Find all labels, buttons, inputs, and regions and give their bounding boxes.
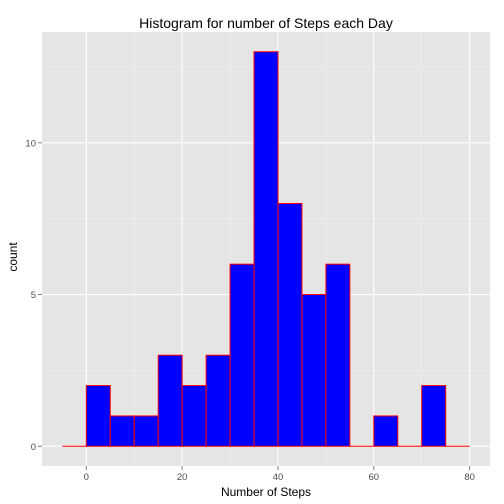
histogram-bar [302,295,326,447]
histogram-bar [158,355,182,446]
histogram-bar [110,416,134,446]
y-tick-label: 10 [25,138,36,149]
histogram-bar [134,416,158,446]
x-tick-label: 80 [464,472,475,483]
x-axis-title: Number of Steps [221,485,311,499]
x-tick-label: 0 [84,472,89,483]
y-tick-label: 0 [31,442,36,453]
chart-title: Histogram for number of Steps each Day [139,15,393,31]
histogram-bar [326,264,350,446]
x-tick-label: 60 [369,472,380,483]
histogram-bar [230,264,254,446]
histogram-bar [86,386,110,447]
histogram-bar [278,203,302,446]
x-tick-label: 20 [177,472,188,483]
histogram-bar [254,52,278,447]
histogram-bar [422,386,446,447]
y-axis-title: count [6,242,20,272]
histogram-bar [374,416,398,446]
histogram-bar [182,386,206,447]
y-tick-label: 5 [31,290,36,301]
histogram-bar [206,355,230,446]
x-tick-label: 40 [273,472,284,483]
